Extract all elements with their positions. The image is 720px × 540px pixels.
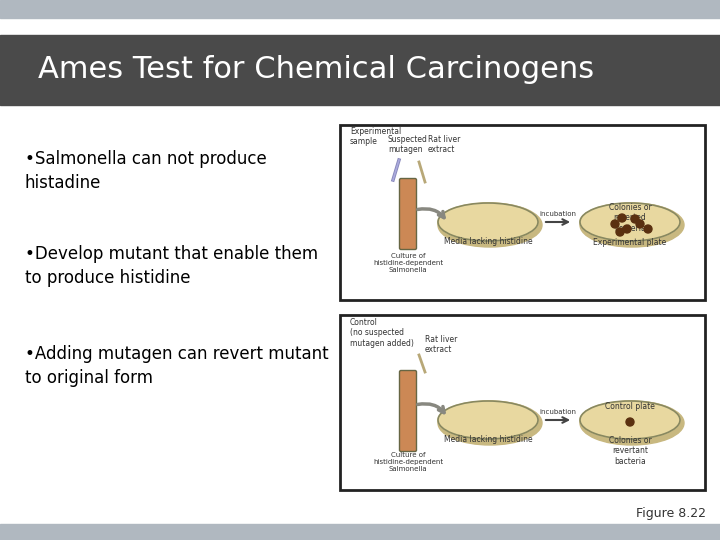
Text: Experimental plate: Experimental plate	[593, 238, 667, 247]
Circle shape	[636, 220, 644, 228]
Text: Ames Test for Chemical Carcinogens: Ames Test for Chemical Carcinogens	[38, 56, 594, 84]
Text: Culture of
histidine-dependent
Salmonella: Culture of histidine-dependent Salmonell…	[373, 253, 443, 273]
Text: •Develop mutant that enable them
to produce histidine: •Develop mutant that enable them to prod…	[25, 245, 318, 287]
Ellipse shape	[580, 401, 680, 439]
Text: Culture of
histidine-dependent
Salmonella: Culture of histidine-dependent Salmonell…	[373, 452, 443, 472]
Text: •Adding mutagen can revert mutant
to original form: •Adding mutagen can revert mutant to ori…	[25, 345, 328, 387]
Bar	[0, 35, 720, 105]
Text: Rat liver
extract: Rat liver extract	[425, 335, 457, 354]
Circle shape	[631, 215, 639, 223]
FancyBboxPatch shape	[400, 179, 416, 249]
Ellipse shape	[580, 401, 684, 445]
Ellipse shape	[580, 203, 680, 241]
Circle shape	[611, 220, 619, 228]
Circle shape	[616, 228, 624, 236]
Text: Media lacking histidine: Media lacking histidine	[444, 237, 532, 246]
Ellipse shape	[438, 401, 538, 439]
Text: Experimental
sample: Experimental sample	[350, 127, 401, 146]
FancyBboxPatch shape	[400, 370, 416, 451]
Bar	[0, 524, 720, 540]
Ellipse shape	[580, 203, 684, 247]
Text: Colonies or
reverted
bacteria: Colonies or reverted bacteria	[608, 203, 652, 233]
Circle shape	[644, 225, 652, 233]
Text: incubation: incubation	[539, 211, 577, 217]
Text: incubation: incubation	[539, 409, 577, 415]
Text: Rat liver
extract: Rat liver extract	[428, 135, 460, 154]
Ellipse shape	[438, 203, 538, 241]
Text: Suspected
mutagen: Suspected mutagen	[388, 135, 428, 154]
Text: •Salmonella can not produce
histadine: •Salmonella can not produce histadine	[25, 150, 266, 192]
Circle shape	[626, 418, 634, 426]
Bar	[0, 0, 720, 18]
Text: Control
(no suspected
mutagen added): Control (no suspected mutagen added)	[350, 318, 414, 348]
Ellipse shape	[438, 401, 542, 445]
Bar	[340, 125, 705, 300]
Text: Control plate: Control plate	[605, 402, 655, 411]
Text: Colonies or
revertant
bacteria: Colonies or revertant bacteria	[608, 436, 652, 466]
Text: Media lacking histidine: Media lacking histidine	[444, 435, 532, 444]
Text: Figure 8.22: Figure 8.22	[636, 507, 706, 520]
Circle shape	[623, 225, 631, 233]
Circle shape	[618, 214, 626, 222]
Bar	[340, 315, 705, 490]
Ellipse shape	[438, 203, 542, 247]
